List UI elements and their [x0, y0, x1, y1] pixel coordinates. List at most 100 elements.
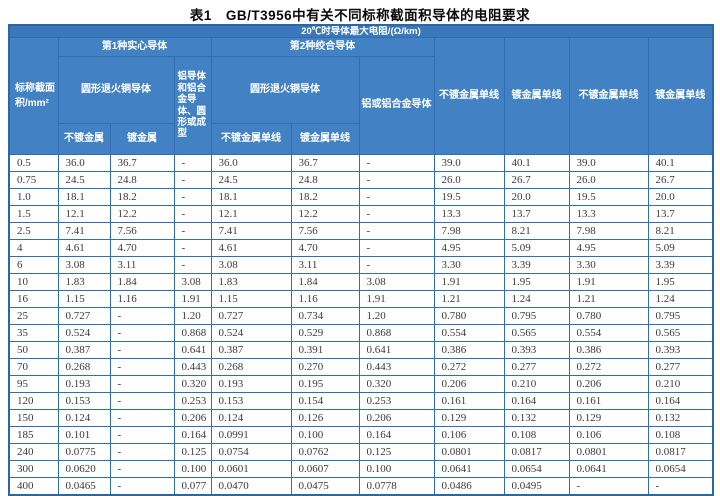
- resistance-value-cell: 5.09: [647, 239, 714, 257]
- resistance-value-cell: -: [109, 375, 175, 393]
- table-row: 10 1.83 1.84 3.08 1.83 1.84 3.08 1.91 1.95 1.91 1.…: [8, 273, 714, 291]
- resistance-value-cell: 0.206: [433, 375, 505, 393]
- resistance-value-cell: 3.08: [210, 256, 292, 274]
- resistance-value-cell: 12.1: [210, 205, 292, 223]
- resistance-value-cell: 0.524: [210, 324, 292, 342]
- resistance-value-cell: -: [568, 477, 649, 496]
- resistance-value-cell: 3.30: [433, 256, 505, 274]
- table-header: 20℃时导体最大电阻/(Ω/km) 标称截面积/mm² 第1种实心导体 第2种绞…: [8, 24, 714, 155]
- resistance-value-cell: 24.8: [290, 171, 360, 189]
- resistance-value-cell: -: [647, 477, 714, 496]
- resistance-value-cell: 0.164: [647, 392, 714, 410]
- resistance-value-cell: 1.83: [57, 273, 111, 291]
- resistance-value-cell: 0.0495: [503, 477, 570, 496]
- resistance-value-cell: 0.780: [568, 307, 649, 325]
- resistance-value-cell: 0.565: [503, 324, 570, 342]
- resistance-value-cell: 0.0754: [210, 443, 292, 461]
- resistance-value-cell: 7.56: [290, 222, 360, 240]
- table-row: 240 0.0775-0.125 0.0754 0.0762 0.125 0.0801 0.…: [8, 443, 714, 461]
- resistance-value-cell: 0.0654: [647, 460, 714, 478]
- table-row: 70 0.268-0.443 0.268 0.270 0.443 0.272 0.277 0.…: [8, 358, 714, 376]
- header-type2-unplated-wire: 不镀金属单线: [210, 123, 292, 155]
- resistance-value-cell: 0.277: [503, 358, 570, 376]
- resistance-value-cell: 0.0641: [568, 460, 649, 478]
- resistance-value-cell: 0.164: [173, 426, 212, 444]
- resistance-value-cell: -: [173, 222, 212, 240]
- resistance-value-cell: 26.0: [568, 171, 649, 189]
- resistance-value-cell: 24.5: [210, 171, 292, 189]
- resistance-value-cell: 1.84: [290, 273, 360, 291]
- resistance-value-cell: 1.24: [503, 290, 570, 308]
- resistance-value-cell: -: [109, 358, 175, 376]
- resistance-value-cell: -: [109, 307, 175, 325]
- area-value-cell: 4: [8, 239, 59, 257]
- header-type1-annealed-copper: 圆形退火铜导体: [57, 56, 175, 124]
- area-value-cell: 400: [8, 477, 59, 496]
- table-row: 35 0.524-0.868 0.524 0.529 0.868 0.554 0.565 0.…: [8, 324, 714, 342]
- resistance-value-cell: 0.108: [503, 426, 570, 444]
- resistance-value-cell: -: [173, 256, 212, 274]
- resistance-table: 20℃时导体最大电阻/(Ω/km) 标称截面积/mm² 第1种实心导体 第2种绞…: [8, 24, 715, 496]
- resistance-value-cell: 3.39: [503, 256, 570, 274]
- resistance-value-cell: 0.106: [433, 426, 505, 444]
- resistance-value-cell: 4.95: [568, 239, 649, 257]
- resistance-value-cell: 0.0601: [210, 460, 292, 478]
- resistance-value-cell: -: [358, 205, 435, 223]
- resistance-value-cell: 0.124: [210, 409, 292, 427]
- table-row: 1.0 18.1 18.2-18.1 18.2-19.5 20.0 19.5 20.0: [8, 188, 714, 206]
- resistance-value-cell: 5.09: [503, 239, 570, 257]
- resistance-value-cell: 13.3: [568, 205, 649, 223]
- resistance-value-cell: 36.7: [290, 154, 360, 172]
- resistance-value-cell: 18.1: [210, 188, 292, 206]
- header-type2-plated-wire: 镀金属单线: [290, 123, 360, 155]
- header-plated-wire-col9: 镀金属单线: [503, 37, 570, 155]
- resistance-value-cell: 0.0762: [290, 443, 360, 461]
- resistance-value-cell: -: [358, 239, 435, 257]
- resistance-value-cell: 0.868: [173, 324, 212, 342]
- area-value-cell: 150: [8, 409, 59, 427]
- resistance-value-cell: 0.195: [290, 375, 360, 393]
- resistance-value-cell: -: [109, 409, 175, 427]
- resistance-value-cell: 0.153: [57, 392, 111, 410]
- resistance-value-cell: -: [109, 392, 175, 410]
- resistance-value-cell: 0.125: [173, 443, 212, 461]
- header-unplated-wire-col8: 不镀金属单线: [433, 37, 505, 155]
- resistance-value-cell: 1.91: [568, 273, 649, 291]
- resistance-value-cell: 4.61: [57, 239, 111, 257]
- area-value-cell: 0.75: [8, 171, 59, 189]
- resistance-value-cell: 39.0: [568, 154, 649, 172]
- resistance-value-cell: 0.0775: [57, 443, 111, 461]
- resistance-value-cell: -: [109, 426, 175, 444]
- resistance-value-cell: 1.91: [433, 273, 505, 291]
- header-nominal-area: 标称截面积/mm²: [8, 37, 59, 155]
- resistance-value-cell: 3.39: [647, 256, 714, 274]
- resistance-value-cell: -: [173, 171, 212, 189]
- resistance-value-cell: 0.0607: [290, 460, 360, 478]
- resistance-value-cell: 7.41: [57, 222, 111, 240]
- resistance-value-cell: 0.393: [647, 341, 714, 359]
- resistance-value-cell: 7.98: [433, 222, 505, 240]
- resistance-value-cell: -: [173, 205, 212, 223]
- resistance-value-cell: 3.08: [57, 256, 111, 274]
- table-row: 400 0.0465-0.077 0.0470 0.0475 0.0778 0.0486 0…: [8, 477, 714, 496]
- table-row: 2.5 7.41 7.56-7.41 7.56-7.98 8.21 7.98 8.21: [8, 222, 714, 240]
- resistance-value-cell: 0.0641: [433, 460, 505, 478]
- header-max-resistance: 20℃时导体最大电阻/(Ω/km): [8, 24, 714, 38]
- resistance-value-cell: 0.270: [290, 358, 360, 376]
- area-value-cell: 2.5: [8, 222, 59, 240]
- resistance-value-cell: 1.91: [358, 290, 435, 308]
- resistance-value-cell: 1.20: [173, 307, 212, 325]
- header-type2-stranded-conductor: 第2种绞合导体: [210, 37, 435, 57]
- resistance-value-cell: 36.0: [57, 154, 111, 172]
- resistance-value-cell: 0.253: [358, 392, 435, 410]
- area-value-cell: 300: [8, 460, 59, 478]
- resistance-value-cell: 0.132: [503, 409, 570, 427]
- resistance-value-cell: 0.124: [57, 409, 111, 427]
- resistance-value-cell: 1.95: [503, 273, 570, 291]
- resistance-value-cell: 8.21: [647, 222, 714, 240]
- table-row: 0.75 24.5 24.8-24.5 24.8-26.0 26.7 26.0 26.7: [8, 171, 714, 189]
- resistance-value-cell: 18.2: [290, 188, 360, 206]
- resistance-value-cell: 0.193: [57, 375, 111, 393]
- resistance-value-cell: 13.7: [647, 205, 714, 223]
- resistance-value-cell: 0.0470: [210, 477, 292, 496]
